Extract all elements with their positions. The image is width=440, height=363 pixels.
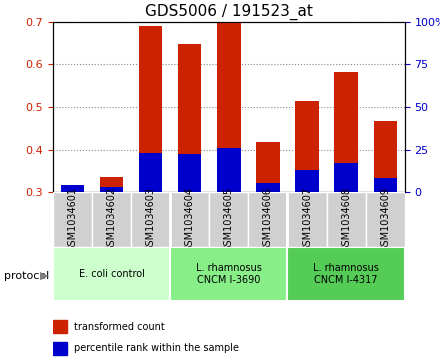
Bar [61, 185, 84, 192]
Bar [100, 178, 123, 192]
Bar [178, 154, 202, 192]
Text: GSM1034603: GSM1034603 [146, 187, 156, 252]
FancyBboxPatch shape [53, 192, 92, 247]
Bar [374, 178, 397, 192]
FancyBboxPatch shape [366, 192, 405, 247]
Bar [334, 72, 358, 192]
Bar [374, 121, 397, 192]
FancyBboxPatch shape [287, 247, 405, 301]
Bar [295, 170, 319, 192]
FancyBboxPatch shape [326, 192, 366, 247]
FancyBboxPatch shape [209, 192, 248, 247]
Bar [53, 342, 67, 355]
Text: L. rhamnosus
CNCM I-4317: L. rhamnosus CNCM I-4317 [313, 263, 379, 285]
Bar [217, 21, 241, 192]
FancyBboxPatch shape [92, 192, 131, 247]
Bar [100, 187, 123, 192]
Text: GSM1034601: GSM1034601 [67, 187, 77, 252]
Bar [53, 320, 67, 333]
FancyBboxPatch shape [53, 247, 170, 301]
Text: GSM1034608: GSM1034608 [341, 187, 351, 252]
Bar [217, 148, 241, 192]
Text: transformed count: transformed count [74, 322, 165, 332]
Bar [178, 44, 202, 192]
FancyBboxPatch shape [248, 192, 287, 247]
Text: percentile rank within the sample: percentile rank within the sample [74, 343, 239, 354]
Bar [256, 183, 280, 192]
Bar [334, 163, 358, 192]
Bar [139, 26, 162, 192]
FancyBboxPatch shape [170, 247, 287, 301]
FancyBboxPatch shape [170, 192, 209, 247]
Text: protocol: protocol [4, 271, 50, 281]
Text: E. coli control: E. coli control [78, 269, 144, 279]
Bar [61, 185, 84, 192]
FancyBboxPatch shape [131, 192, 170, 247]
FancyBboxPatch shape [287, 192, 326, 247]
Title: GDS5006 / 191523_at: GDS5006 / 191523_at [145, 4, 313, 20]
Text: GSM1034606: GSM1034606 [263, 187, 273, 252]
Bar [256, 142, 280, 192]
Text: GSM1034604: GSM1034604 [185, 187, 194, 252]
Text: GSM1034602: GSM1034602 [106, 187, 117, 252]
Text: L. rhamnosus
CNCM I-3690: L. rhamnosus CNCM I-3690 [196, 263, 262, 285]
Bar [295, 101, 319, 192]
Bar [139, 153, 162, 192]
Text: GSM1034607: GSM1034607 [302, 187, 312, 252]
Text: GSM1034605: GSM1034605 [224, 187, 234, 252]
Text: ▶: ▶ [40, 271, 48, 281]
Text: GSM1034609: GSM1034609 [380, 187, 390, 252]
